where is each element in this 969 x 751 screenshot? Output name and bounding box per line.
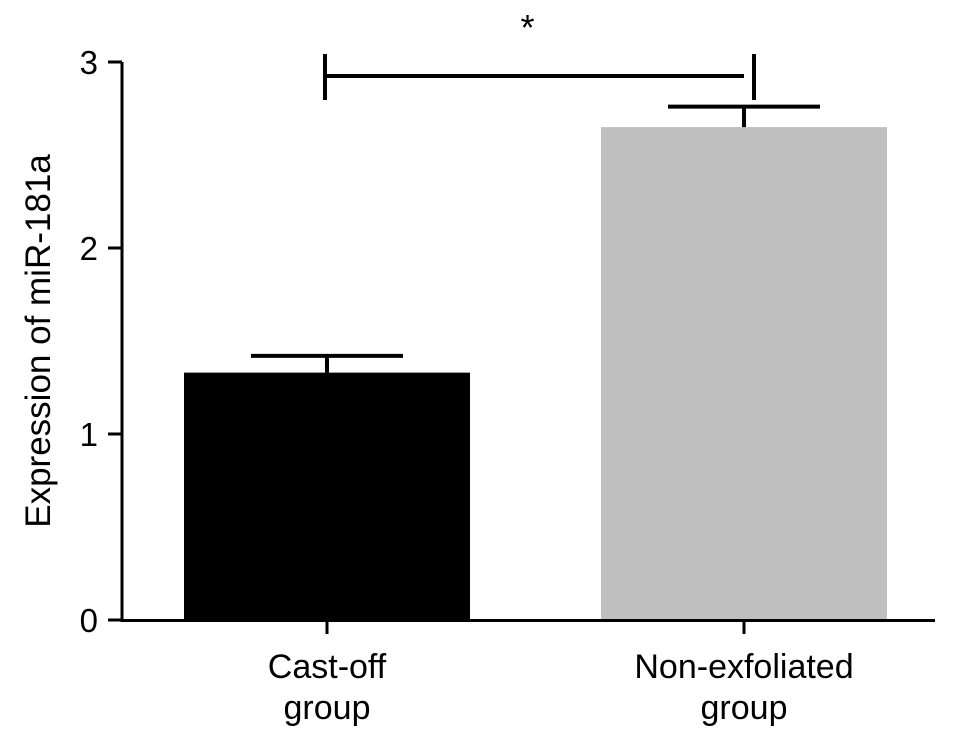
category-label-line: group: [284, 689, 371, 727]
category-label-line: Non-exfoliated: [634, 648, 853, 686]
y-axis: 0 1 2 3: [80, 44, 124, 639]
category-label-1: Non-exfoliated group: [634, 648, 853, 727]
significance-label: *: [520, 7, 534, 48]
y-tick-label-1: 1: [80, 416, 98, 453]
y-tick-label-2: 2: [80, 230, 98, 267]
category-label-line: Cast-off: [268, 648, 387, 686]
category-label-line: group: [701, 689, 788, 727]
bar-0: [184, 372, 470, 620]
significance-bracket: *: [323, 7, 756, 101]
category-label-0: Cast-off group: [268, 648, 387, 727]
bar-1: [601, 127, 887, 620]
y-tick-label-3: 3: [80, 44, 98, 81]
plot-area: *: [184, 7, 887, 620]
y-tick-label-0: 0: [80, 602, 98, 639]
y-axis-title: Expression of miR-181a: [19, 154, 58, 528]
